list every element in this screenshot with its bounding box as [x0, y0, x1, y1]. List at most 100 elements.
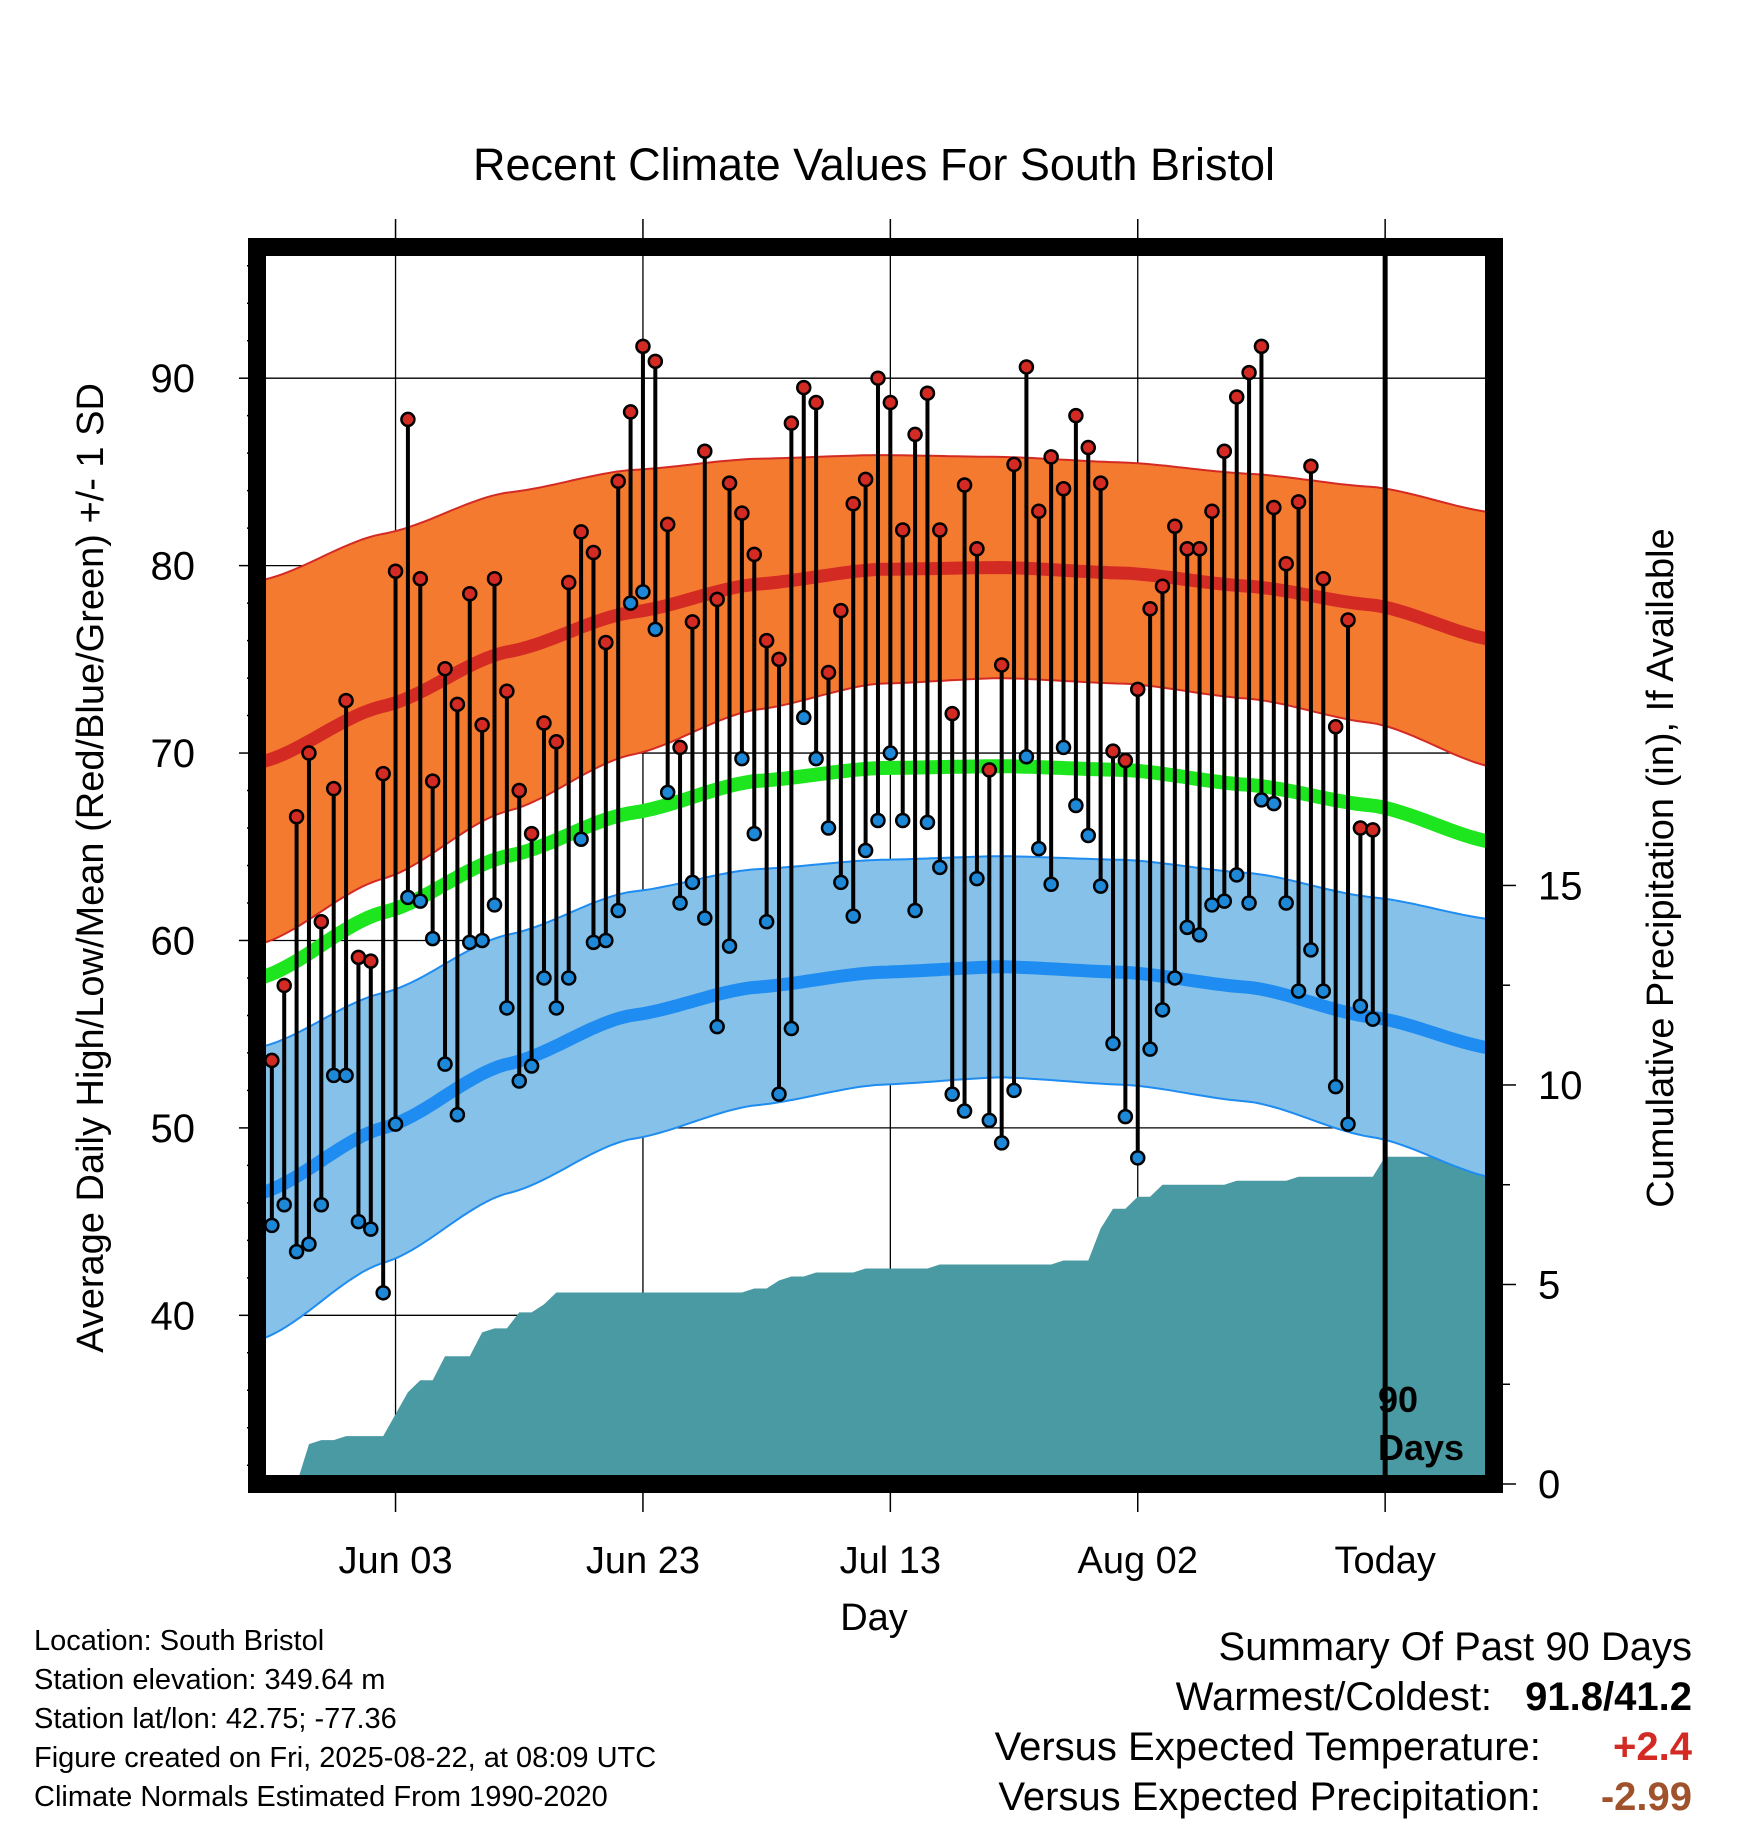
daily-low-point — [734, 750, 750, 767]
x-tick-label: Jul 13 — [840, 1540, 941, 1582]
daily-high-point — [622, 404, 639, 420]
y-tick-label-left: 70 — [151, 732, 196, 776]
y-tick-label-right: 5 — [1538, 1263, 1560, 1307]
plot-content — [257, 247, 1494, 1484]
daily-low-point — [536, 970, 552, 986]
daily-low-point — [1018, 749, 1035, 765]
info-elevation: Station elevation: 349.64 m — [34, 1664, 386, 1696]
daily-high-point — [523, 825, 540, 842]
daily-high-point — [1303, 458, 1319, 475]
daily-high-point — [796, 379, 812, 396]
daily-low-point — [659, 784, 676, 801]
daily-high-point — [1092, 475, 1109, 491]
today-days-line2: Days — [1378, 1427, 1464, 1468]
daily-low-point — [796, 709, 812, 726]
daily-high-point — [338, 692, 354, 709]
daily-low-point — [870, 812, 886, 829]
daily-low-point — [449, 1107, 466, 1123]
daily-high-point — [684, 614, 701, 630]
daily-high-point — [697, 443, 713, 460]
daily-high-point — [610, 473, 626, 490]
daily-low-point — [1228, 867, 1245, 883]
daily-high-point — [1340, 612, 1356, 628]
daily-low-point — [523, 1058, 540, 1074]
daily-high-point — [1129, 681, 1146, 698]
daily-high-point — [672, 739, 688, 756]
daily-high-point — [919, 385, 936, 401]
daily-high-point — [1204, 503, 1220, 520]
daily-low-point — [548, 1000, 565, 1016]
daily-high-point — [350, 949, 367, 966]
daily-high-point — [1154, 578, 1171, 594]
daily-high-point — [1327, 719, 1344, 735]
y-axis-label-right: Cumulative Precipitation (in), If Availa… — [1640, 528, 1682, 1207]
daily-high-point — [499, 683, 515, 699]
daily-high-point — [449, 696, 466, 713]
daily-low-point — [573, 831, 589, 848]
y-tick-label-right: 15 — [1538, 864, 1583, 908]
daily-high-point — [412, 570, 429, 587]
daily-low-point — [956, 1103, 973, 1119]
daily-high-point — [709, 591, 725, 608]
daily-high-point — [536, 715, 552, 731]
daily-low-point — [1253, 792, 1270, 808]
info-created: Figure created on Fri, 2025-08-22, at 08… — [34, 1742, 657, 1774]
daily-high-point — [1179, 541, 1195, 557]
daily-high-point — [833, 602, 849, 619]
station-info: Location: South Bristol Station elevatio… — [34, 1622, 656, 1817]
daily-low-point — [1278, 895, 1294, 911]
daily-high-point — [857, 471, 874, 488]
daily-low-point — [1303, 942, 1319, 958]
daily-low-point — [721, 938, 738, 954]
daily-high-point — [325, 780, 342, 797]
daily-low-point — [424, 930, 441, 947]
daily-low-point — [462, 934, 478, 951]
daily-high-point — [1006, 456, 1022, 473]
daily-high-point — [1142, 600, 1158, 617]
daily-low-point — [560, 970, 577, 986]
daily-high-point — [882, 394, 899, 411]
daily-high-point — [1290, 494, 1307, 510]
daily-high-point — [956, 477, 973, 493]
daily-high-point — [301, 745, 317, 761]
daily-high-point — [734, 505, 750, 521]
info-location: Location: South Bristol — [34, 1625, 325, 1657]
daily-high-point — [932, 522, 948, 538]
daily-low-point — [1290, 983, 1307, 999]
daily-high-point — [1191, 541, 1208, 557]
y-tick-label-left: 50 — [151, 1107, 196, 1151]
daily-high-point — [462, 585, 478, 602]
daily-high-point — [400, 411, 416, 428]
chart-title: Recent Climate Values For South Bristol — [473, 139, 1275, 190]
daily-high-point — [264, 1052, 280, 1069]
daily-low-point — [684, 874, 701, 891]
daily-high-point — [548, 734, 565, 750]
daily-low-point — [672, 895, 688, 911]
precip-value: -2.99 — [1600, 1775, 1692, 1819]
info-latlon: Station lat/lon: 42.75; -77.36 — [34, 1703, 397, 1735]
precip-label: Versus Expected Precipitation: — [998, 1775, 1541, 1819]
daily-high-point — [585, 544, 602, 561]
daily-high-point — [746, 546, 763, 563]
daily-low-point — [400, 889, 416, 906]
daily-high-point — [437, 660, 453, 677]
daily-low-point — [1327, 1078, 1344, 1095]
daily-high-point — [1018, 359, 1035, 375]
daily-high-point — [647, 353, 664, 370]
daily-low-point — [1055, 739, 1072, 756]
daily-low-point — [412, 893, 429, 909]
daily-high-point — [1278, 555, 1294, 572]
daily-low-point — [486, 897, 503, 913]
daily-high-point — [1352, 820, 1369, 836]
daily-low-point — [1315, 983, 1332, 999]
daily-low-point — [857, 842, 874, 859]
daily-low-point — [610, 902, 626, 919]
summary-precip: Versus Expected Precipitation: -2.99 — [995, 1772, 1692, 1822]
daily-low-point — [635, 584, 651, 600]
summary-temp: Versus Expected Temperature: +2.4 — [995, 1722, 1692, 1772]
summary-title: Summary Of Past 90 Days — [1218, 1625, 1692, 1669]
daily-high-point — [944, 705, 960, 722]
daily-low-point — [1129, 1150, 1146, 1166]
daily-high-point — [511, 782, 527, 799]
daily-high-point — [1031, 503, 1047, 520]
